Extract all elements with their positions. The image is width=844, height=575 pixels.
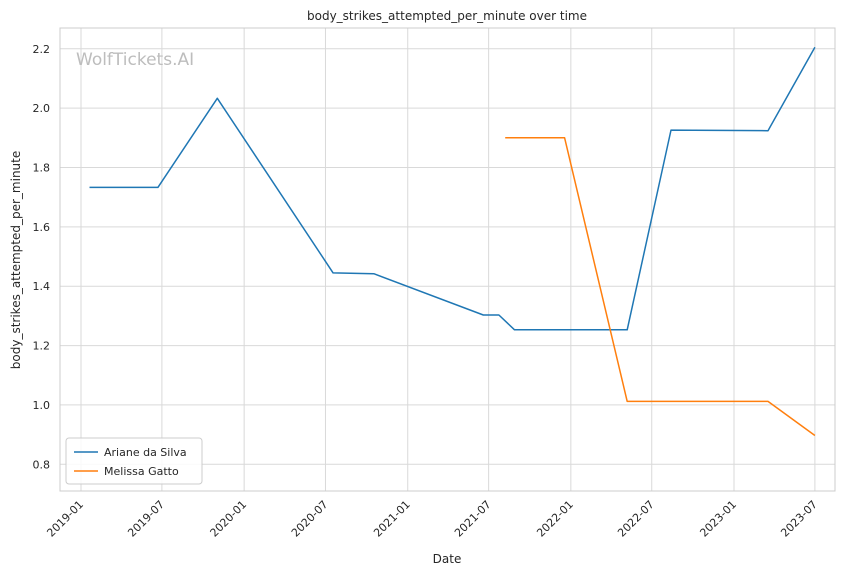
y-tick-label: 1.2	[33, 340, 51, 353]
y-axis-ticks: 0.8 1.0 1.2 1.4 1.6 1.8 2.0 2.2	[33, 43, 51, 472]
y-tick-label: 1.0	[33, 399, 51, 412]
legend: Ariane da Silva Melissa Gatto	[65, 437, 203, 485]
series-layer	[89, 46, 816, 437]
y-tick-label: 0.8	[33, 458, 51, 471]
watermark: WolfTickets.AI	[76, 50, 194, 70]
chart-title: body_strikes_attempted_per_minute over t…	[307, 9, 587, 23]
legend-label-melissa-gatto: Melissa Gatto	[104, 465, 179, 478]
y-tick-label: 1.6	[33, 221, 51, 234]
legend-label-ariane-da-silva: Ariane da Silva	[104, 446, 187, 459]
legend-frame	[65, 437, 203, 485]
series-line-melissa-gatto	[505, 137, 816, 437]
y-tick-label: 1.4	[33, 280, 51, 293]
y-axis-label: body_strikes_attempted_per_minute	[9, 151, 23, 369]
x-axis-label: Date	[433, 552, 462, 566]
y-tick-label: 2.2	[33, 43, 51, 56]
plot-frame	[59, 27, 836, 492]
series-line-ariane-da-silva	[89, 46, 816, 331]
y-tick-label: 2.0	[33, 102, 51, 115]
y-tick-label: 1.8	[33, 161, 51, 174]
